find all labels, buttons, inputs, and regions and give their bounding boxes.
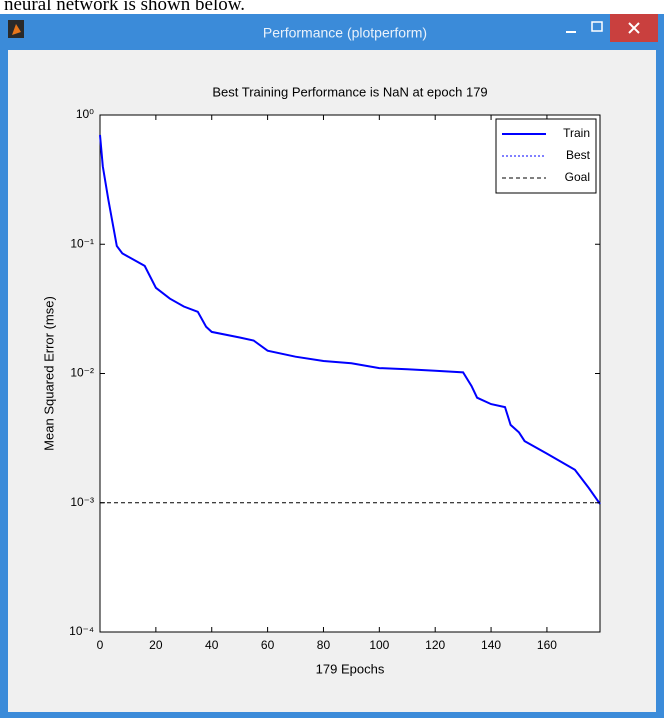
x-tick-label: 40 <box>205 638 219 652</box>
y-tick-label: 10⁻² <box>70 366 94 380</box>
x-tick-label: 0 <box>97 638 104 652</box>
y-tick-label: 10⁻¹ <box>70 236 94 250</box>
y-tick-label: 10⁻³ <box>70 495 94 509</box>
plot: Best Training Performance is NaN at epoc… <box>41 84 600 676</box>
y-tick-label: 10⁻⁴ <box>69 624 94 638</box>
legend-label: Goal <box>565 170 590 184</box>
legend-label: Best <box>566 148 591 162</box>
figure-window: Performance (plotperform) Best Training … <box>0 14 664 718</box>
x-tick-label: 60 <box>261 638 275 652</box>
y-axis-label: Mean Squared Error (mse) <box>41 296 56 451</box>
x-tick-label: 140 <box>481 638 501 652</box>
chart-title: Best Training Performance is NaN at epoc… <box>212 84 487 99</box>
x-tick-label: 100 <box>369 638 389 652</box>
page: {"caption_fragment": "neural network is … <box>0 0 664 718</box>
x-tick-label: 80 <box>317 638 331 652</box>
x-tick-label: 20 <box>149 638 163 652</box>
window-title: Performance (plotperform) <box>263 25 427 41</box>
x-axis-label: 179 Epochs <box>316 661 385 676</box>
x-tick-label: 120 <box>425 638 445 652</box>
legend-label: Train <box>563 126 590 140</box>
x-tick-label: 160 <box>537 638 557 652</box>
y-tick-label: 10⁰ <box>76 107 94 121</box>
